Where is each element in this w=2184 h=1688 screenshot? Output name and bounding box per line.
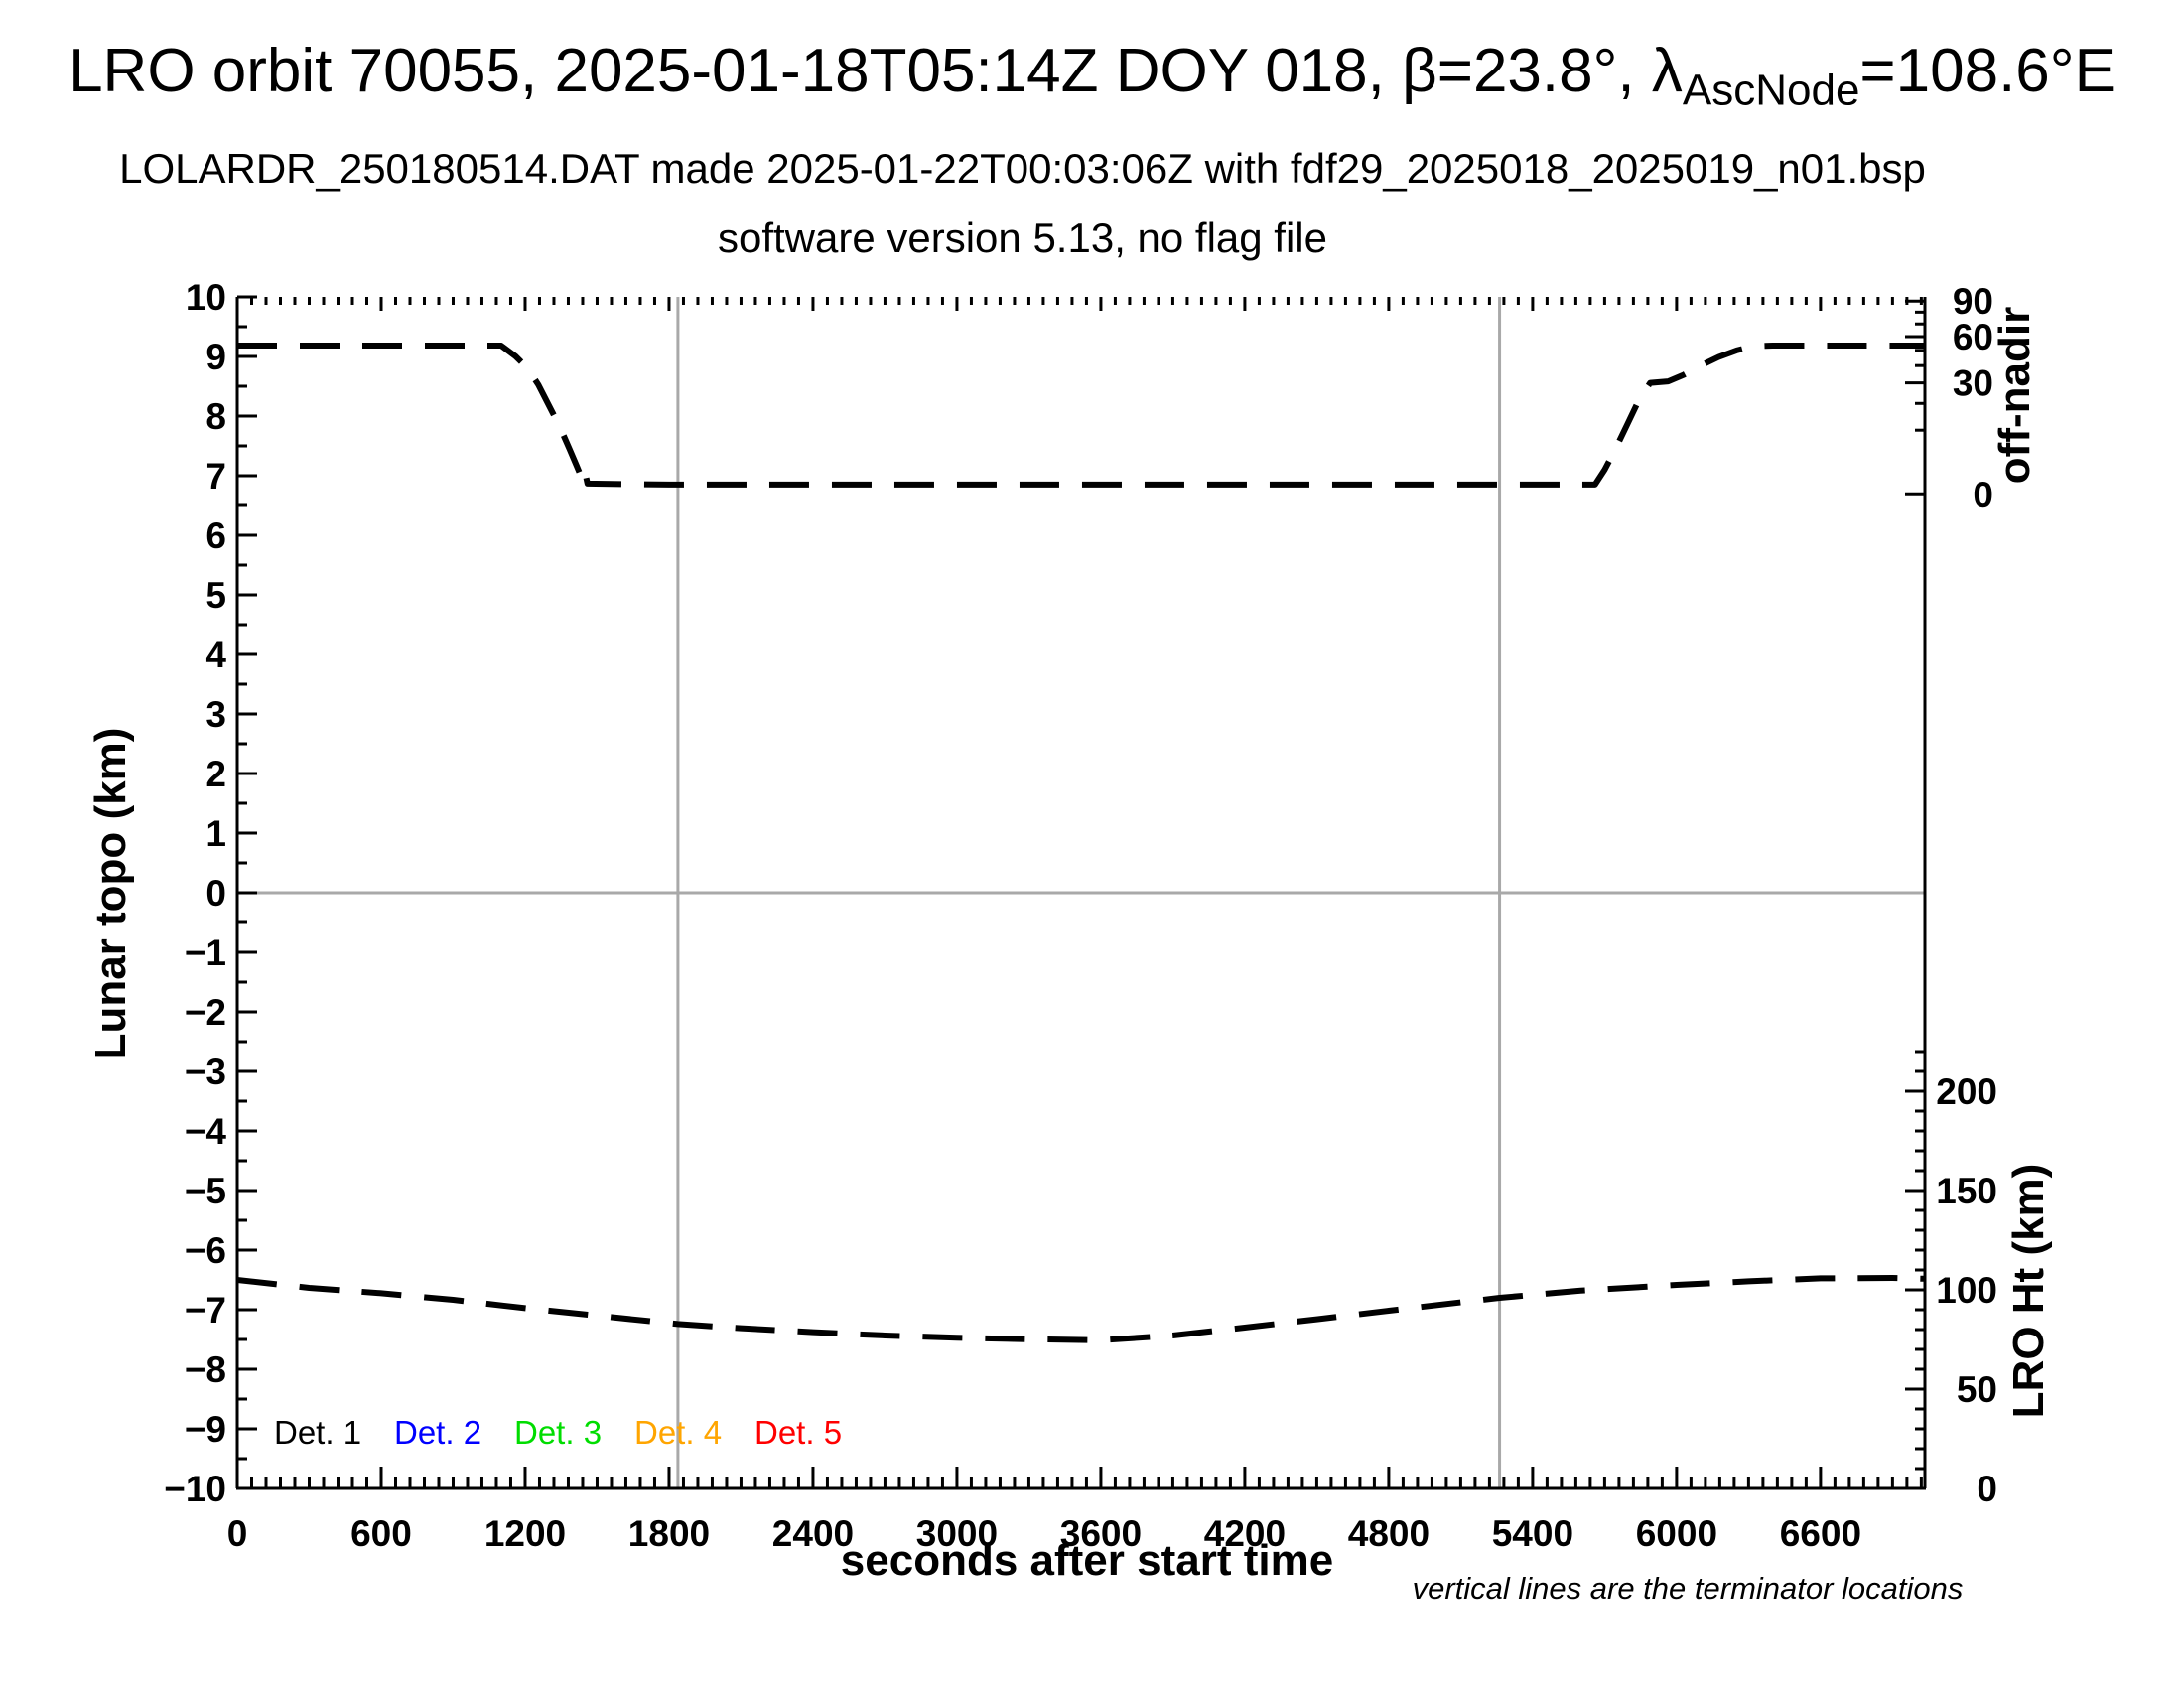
y-left-tick-label: 5 [205,575,226,616]
x-tick-label: 3600 [1060,1513,1142,1554]
x-tick-label: 6000 [1636,1513,1717,1554]
curve-lro-height [236,1275,1924,1343]
y-left-tick-label: 4 [205,634,226,675]
off-nadir-tick-label: 0 [1973,475,1993,515]
lro-ht-tick-label: 100 [1936,1270,1997,1311]
y-left-tick-label: −3 [185,1052,226,1092]
y-left-tick-label: −5 [185,1171,226,1211]
x-axis-label: seconds after start time [840,1536,1334,1585]
y-left-tick-label: −9 [185,1409,226,1450]
subtitle-filename: LOLARDR_250180514.DAT made 2025-01-22T00… [119,145,1926,192]
y-axis-label-left: Lunar topo (km) [86,727,135,1060]
y-left-tick-label: 0 [205,873,226,914]
off-nadir-tick-label: 30 [1953,363,1993,404]
lro-ht-tick-label: 150 [1936,1171,1997,1211]
page-title: LRO orbit 70055, 2025-01-18T05:14Z DOY 0… [68,37,2116,115]
lro-ht-tick-label: 0 [1977,1469,1997,1509]
y-left-tick-label: 9 [205,337,226,377]
subtitle-software-version: software version 5.13, no flag file [717,214,1327,261]
y-axis-label-right-bottom: LRO Ht (km) [2004,1163,2053,1419]
y-left-tick-label: −6 [185,1230,226,1271]
y-left-tick-label: 3 [205,694,226,735]
lro-ht-tick-label: 50 [1957,1369,1997,1410]
x-tick-label: 5400 [1492,1513,1573,1554]
y-left-tick-label: 7 [205,456,226,496]
x-tick-label: 4800 [1348,1513,1430,1554]
x-tick-label: 4200 [1204,1513,1286,1554]
x-tick-label: 1800 [628,1513,710,1554]
lro-ht-tick-label: 200 [1936,1071,1997,1112]
y-left-tick-label: −1 [185,932,226,973]
x-tick-label: 1200 [484,1513,566,1554]
y-left-tick-label: −2 [185,992,226,1033]
y-left-tick-label: −10 [164,1469,226,1509]
terminator-footnote: vertical lines are the terminator locati… [1412,1571,1964,1606]
x-tick-label: 600 [350,1513,412,1554]
y-axis-label-right-top: off-nadir [1990,306,2039,485]
title-subscript: AscNode [1682,66,1860,115]
y-left-tick-label: 1 [205,813,226,854]
legend-item-det-2: Det. 2 [394,1414,482,1451]
y-left-tick-label: 10 [186,277,226,318]
off-nadir-tick-label: 90 [1953,281,1993,322]
legend-item-det-5: Det. 5 [754,1414,843,1451]
legend-item-det-3: Det. 3 [514,1414,603,1451]
off-nadir-tick-label: 60 [1953,317,1993,357]
y-left-tick-label: 6 [205,515,226,556]
x-tick-label: 3000 [916,1513,998,1554]
legend-item-det-1: Det. 1 [274,1414,362,1451]
x-tick-label: 6600 [1780,1513,1861,1554]
x-tick-label: 0 [227,1513,248,1554]
curve-off-nadir [237,343,1924,488]
y-left-tick-label: −7 [185,1290,226,1331]
y-left-tick-label: −8 [185,1349,226,1390]
legend-item-det-4: Det. 4 [634,1414,723,1451]
y-left-tick-label: 8 [205,396,226,437]
y-left-tick-label: 2 [205,754,226,794]
x-tick-label: 2400 [772,1513,854,1554]
y-left-tick-label: −4 [185,1111,227,1152]
